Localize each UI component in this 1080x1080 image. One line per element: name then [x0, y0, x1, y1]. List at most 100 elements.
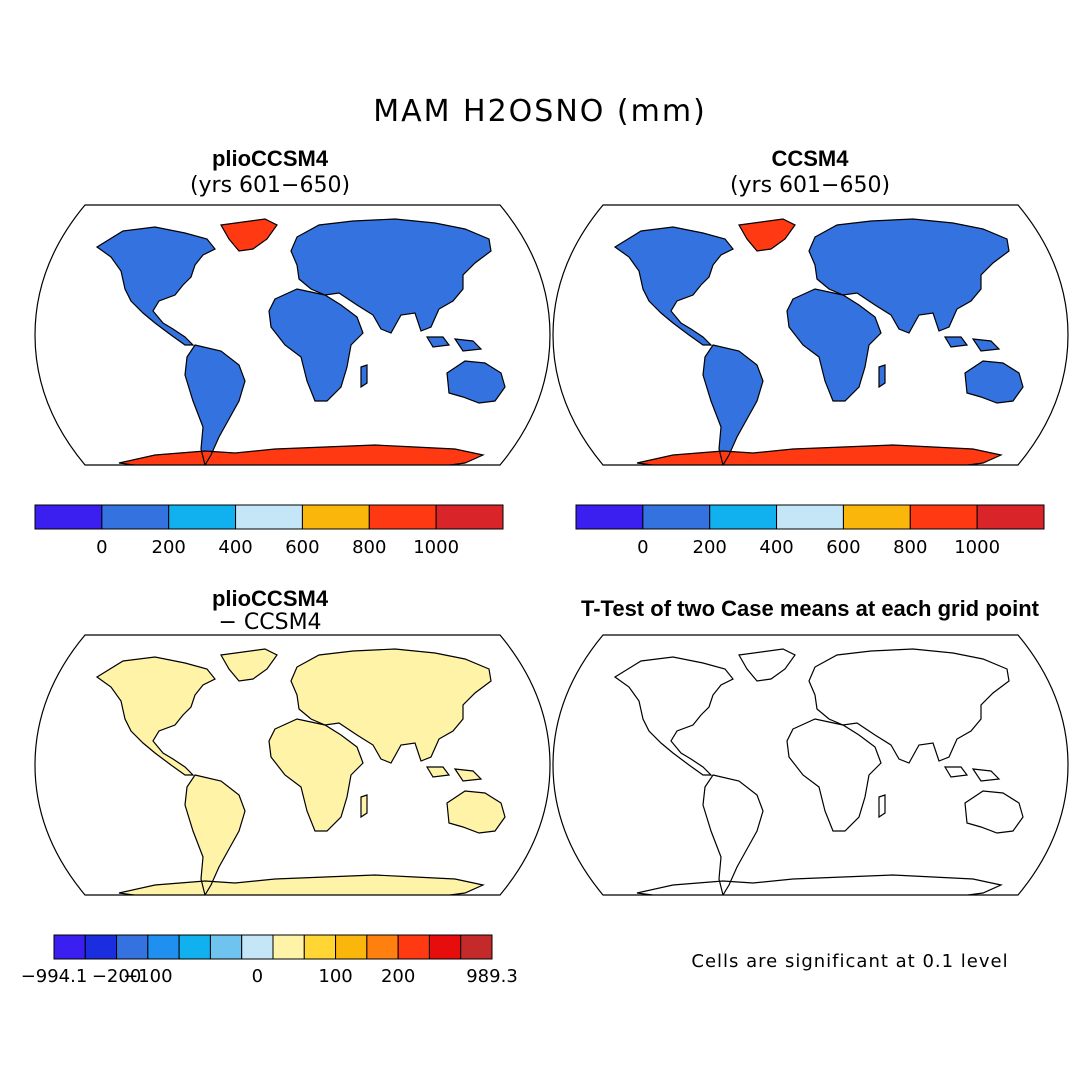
significant-cell [633, 649, 643, 656]
figure-title: MAM H2OSNO (mm) [373, 94, 707, 129]
grid-cell [479, 697, 484, 704]
significant-cell [642, 649, 652, 653]
significant-cell [765, 897, 771, 904]
colorbar-swatch [776, 504, 844, 530]
grid-cell [283, 244, 290, 250]
grid-cell [106, 715, 110, 721]
significant-cell [967, 895, 973, 901]
significant-cell [727, 658, 736, 666]
grid-cell [286, 264, 290, 272]
colorbar-swatch [335, 934, 368, 960]
colorbar-swatch [428, 934, 462, 960]
colorbar-tick-label: 989.3 [466, 966, 518, 987]
significant-cell [648, 880, 659, 886]
grid-cell [338, 897, 344, 901]
significant-cell [731, 692, 737, 699]
grid-cell [133, 754, 142, 761]
significant-cell [864, 897, 869, 901]
significant-cell [730, 895, 736, 899]
significant-cell [730, 669, 739, 675]
significant-cell [809, 660, 819, 666]
significant-cell [725, 653, 736, 661]
colorbar-swatch [709, 504, 778, 530]
colorbar-tick-label: 1000 [413, 537, 459, 558]
grid-cell [100, 651, 106, 658]
significant-cell [812, 651, 822, 660]
grid-cell [115, 745, 120, 750]
grid-cell [184, 749, 188, 756]
grid-cell [710, 276, 717, 281]
colorbar-swatch [460, 934, 493, 960]
grid-cell [469, 649, 478, 656]
panel-1-title: plioCCSM4 [211, 146, 329, 171]
significant-cell [992, 897, 997, 902]
grid-cell [97, 287, 99, 293]
grid-cell [192, 705, 197, 713]
significant-cell [739, 669, 745, 678]
significant-cell [673, 878, 684, 884]
significant-cell [706, 897, 712, 901]
colorbar-swatch [178, 934, 211, 960]
significant-cell [623, 689, 631, 698]
significant-cell [652, 878, 660, 885]
grid-cell [269, 677, 273, 685]
significant-cell [775, 895, 780, 900]
significant-cell [972, 895, 981, 900]
significant-cell [738, 673, 744, 678]
significant-cell [704, 841, 713, 847]
significant-cell [1002, 659, 1008, 664]
significant-cell [736, 693, 745, 701]
significant-cell [1002, 649, 1012, 657]
grid-cell [100, 652, 107, 660]
significant-cell [630, 705, 636, 712]
significant-cell [817, 897, 822, 902]
significant-cell [747, 676, 753, 682]
significant-cell [686, 652, 695, 660]
significant-cell [728, 709, 739, 716]
significant-cell [987, 898, 996, 904]
grid-cell [113, 656, 123, 662]
significant-cell [696, 650, 706, 659]
significant-cell [717, 714, 724, 722]
significant-cell [705, 860, 716, 867]
grid-cell [406, 896, 414, 901]
significant-cell [725, 665, 731, 671]
grid-cell [124, 649, 132, 657]
significant-cell [709, 877, 719, 882]
significant-cell [705, 845, 711, 850]
significant-cell [809, 653, 817, 658]
grid-cell [634, 269, 638, 276]
significant-cell [746, 897, 751, 903]
significant-cell [752, 897, 758, 901]
grid-cell [204, 690, 211, 697]
grid-cell [490, 650, 496, 659]
significant-cell [991, 708, 997, 716]
panel-4-title: T-Test of two Case means at each grid po… [580, 596, 1039, 621]
significant-cell [682, 896, 686, 902]
grid-cell [221, 663, 225, 669]
significant-cell [630, 655, 640, 661]
significant-cell [709, 848, 714, 853]
significant-cell [988, 705, 995, 714]
grid-cell [491, 661, 498, 667]
significant-cell [945, 895, 953, 900]
significant-cell [905, 898, 915, 904]
significant-cell [807, 894, 814, 895]
significant-cell [652, 880, 658, 889]
significant-cell [730, 664, 739, 670]
grid-cell [278, 897, 287, 900]
significant-cell [664, 894, 671, 895]
significant-cell [708, 899, 717, 906]
colorbar-tick-label: 0 [637, 537, 648, 558]
significant-cell [735, 658, 741, 664]
colorbar-swatch [209, 934, 243, 960]
significant-cell [709, 649, 720, 655]
significant-cell [626, 702, 635, 710]
grid-cell [773, 275, 779, 279]
colorbar-swatch [366, 934, 399, 960]
significant-cell [726, 722, 732, 730]
colorbar-tick-label: 100 [318, 966, 352, 987]
significant-cell [657, 650, 663, 657]
grid-cell [162, 896, 169, 900]
colorbar-1: 0 200 400 600 800 1000 [34, 504, 504, 558]
